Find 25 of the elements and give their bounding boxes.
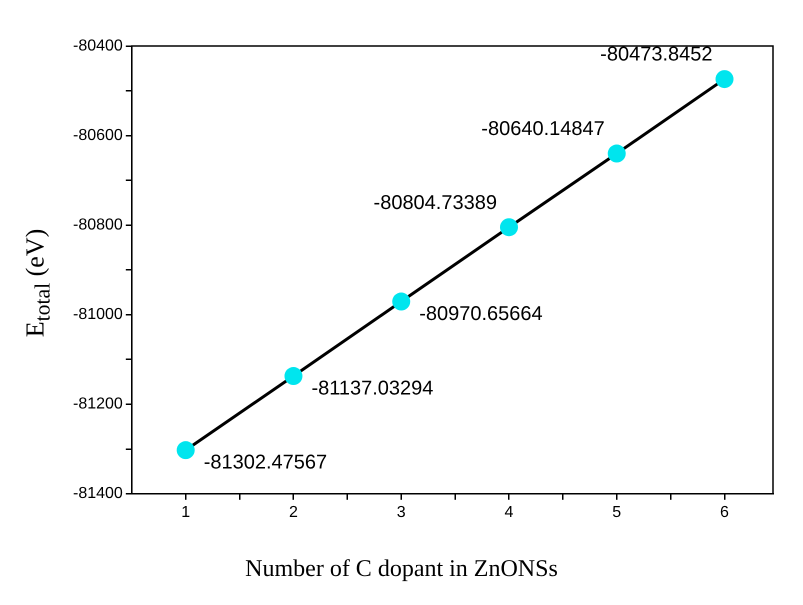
x-tick-label: 6 [720,504,730,521]
y-tick-label: -81200 [72,396,123,413]
x-tick-label: 1 [181,504,190,521]
x-tick-label: 5 [612,504,622,521]
y-tick-label: -81000 [72,306,123,324]
y-tick-label: -80800 [72,216,123,234]
point [284,367,302,386]
point [392,292,410,311]
point [176,441,195,460]
data-label: -80970.65664 [419,303,543,326]
point [608,144,626,163]
x-axis-title: Number of C dopant in ZnONSs [244,556,559,583]
data-label: -80473.8452 [600,44,713,66]
point [716,70,734,88]
data-label: -81302.47567 [204,452,328,474]
x-tick-label: 4 [504,504,514,521]
x-tick-label: 3 [396,504,406,521]
data-label: -81137.03294 [311,378,434,400]
x-tick-label: 2 [289,504,298,521]
point [500,218,518,236]
data-label: -80640.14847 [481,118,605,140]
y-tick-label: -80400 [72,37,123,54]
y-tick-label: -81400 [72,485,123,502]
y-tick-label: -80600 [72,126,123,144]
data-label: -80804.73389 [374,192,497,214]
